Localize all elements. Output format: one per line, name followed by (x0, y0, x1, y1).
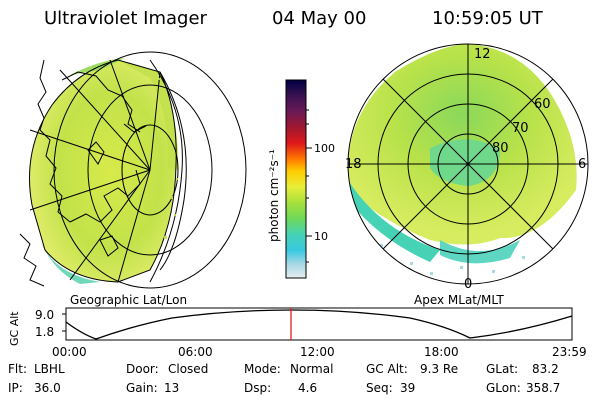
geographic-map (19, 51, 247, 289)
flt-key: Flt: (8, 362, 27, 376)
glat-key: GLat: (486, 362, 519, 376)
time-tick-1800: 18:00 (424, 345, 459, 359)
seq-key: Seq: (366, 381, 393, 395)
mlt-label-18: 18 (345, 157, 362, 172)
mlat-label-70: 70 (512, 121, 529, 136)
mode-key: Mode: (244, 362, 281, 376)
alt-tick-1-8: 1.8 (35, 325, 54, 339)
app-title: Ultraviolet Imager (44, 8, 207, 29)
gcalt-key: GC Alt: (366, 362, 408, 376)
ip-key: IP: (8, 381, 23, 395)
altitude-axis-label: GC Alt (8, 311, 21, 346)
flt-value: LBHL (34, 362, 65, 376)
dsp-value: 4.6 (298, 381, 318, 395)
time-tick-1200: 12:00 (300, 345, 335, 359)
time-tick-2359: 23:59 (552, 345, 587, 359)
colorbar-unit-label: photon cm⁻²s⁻¹ (267, 149, 281, 242)
gain-value: 13 (164, 381, 180, 395)
seq-value: 39 (400, 381, 416, 395)
time-tick-0000: 00:00 (52, 345, 87, 359)
gain-key: Gain: (126, 381, 158, 395)
door-key: Door: (126, 362, 159, 376)
colorbar (285, 79, 312, 279)
polar-map (347, 43, 589, 285)
door-value: Closed (168, 362, 209, 376)
ip-value: 36.0 (34, 381, 61, 395)
mode-value: Normal (290, 362, 334, 376)
mlat-label-60: 60 (534, 97, 551, 112)
apex-label: Apex MLat/MLT (414, 293, 504, 307)
dsp-key: Dsp: (244, 381, 272, 395)
geographic-label: Geographic Lat/Lon (70, 293, 187, 307)
time-tick-0600: 06:00 (178, 345, 213, 359)
altitude-strip (62, 307, 573, 341)
glat-value: 83.2 (532, 362, 559, 376)
header-date: 04 May 00 (272, 8, 367, 29)
glon-key: GLon: (486, 381, 521, 395)
colorbar-tick-10: 10 (314, 230, 328, 243)
gcalt-value: 9.3 Re (420, 362, 459, 376)
header-time: 10:59:05 UT (432, 8, 543, 29)
colorbar-tick-100: 100 (314, 142, 335, 155)
mlt-label-12: 12 (474, 47, 491, 62)
mlat-label-80: 80 (492, 141, 509, 156)
glon-value: 358.7 (526, 381, 561, 395)
mlt-label-0: 0 (464, 277, 472, 292)
alt-tick-9: 9.0 (35, 308, 54, 322)
mlt-label-6: 6 (578, 157, 586, 172)
